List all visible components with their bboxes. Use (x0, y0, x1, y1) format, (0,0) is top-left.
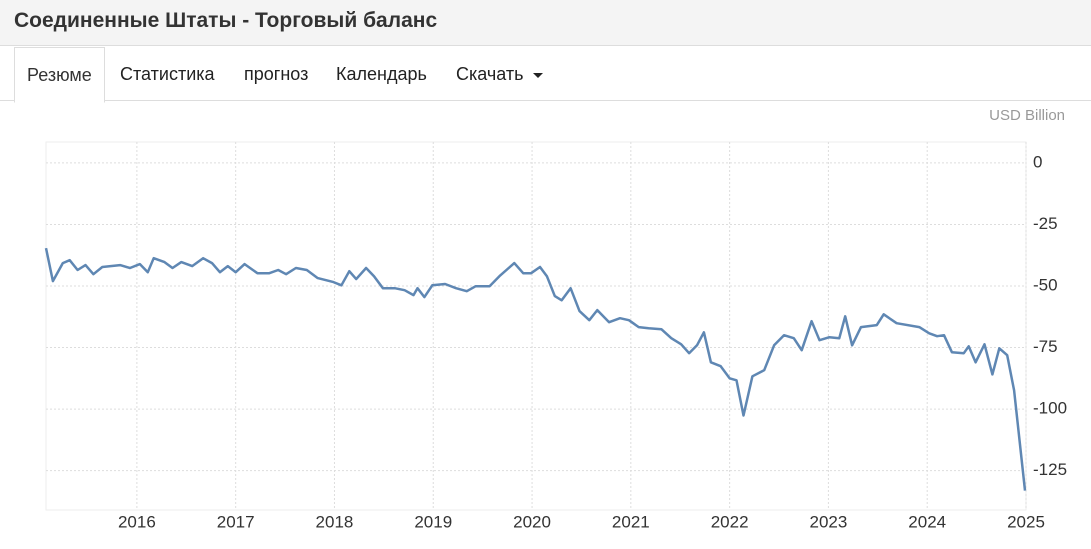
y-tick-label: -125 (1033, 460, 1067, 479)
x-tick-label: 2022 (711, 512, 749, 531)
y-tick-label: -50 (1033, 275, 1058, 294)
tab[interactable]: Скачать (456, 47, 543, 100)
y-tick-label: 0 (1033, 152, 1042, 171)
tab[interactable]: Календарь (336, 64, 427, 84)
unit-label: USD Billion (989, 107, 1065, 124)
tab[interactable]: прогноз (244, 64, 309, 84)
page-title: Соединенные Штаты - Торговый баланс (0, 0, 1091, 46)
plot-frame (45, 141, 1027, 511)
tab-label[interactable]: Скачать (456, 64, 524, 84)
data-line (44, 247, 1027, 491)
x-tick-label: 2017 (217, 512, 255, 531)
x-tick-label: 2024 (908, 512, 946, 531)
x-tick-label: 2019 (414, 512, 452, 531)
x-tick-label: 2016 (118, 512, 156, 531)
tab-bar: Резюме Статистика прогноз Календарь Скач… (0, 47, 1091, 103)
x-tick-label: 2018 (316, 512, 354, 531)
x-tick-label: 2020 (513, 512, 551, 531)
y-tick-label: -75 (1033, 337, 1058, 356)
x-tick-label: 2021 (612, 512, 650, 531)
y-tick-label: -25 (1033, 214, 1058, 233)
tab[interactable]: Статистика (120, 64, 215, 84)
dropdown-caret (532, 72, 543, 78)
x-tick-label: 2025 (1007, 512, 1045, 531)
y-tick-label: -100 (1033, 399, 1067, 418)
x-tick-label: 2023 (810, 512, 848, 531)
tab[interactable]: Резюме (14, 47, 105, 103)
